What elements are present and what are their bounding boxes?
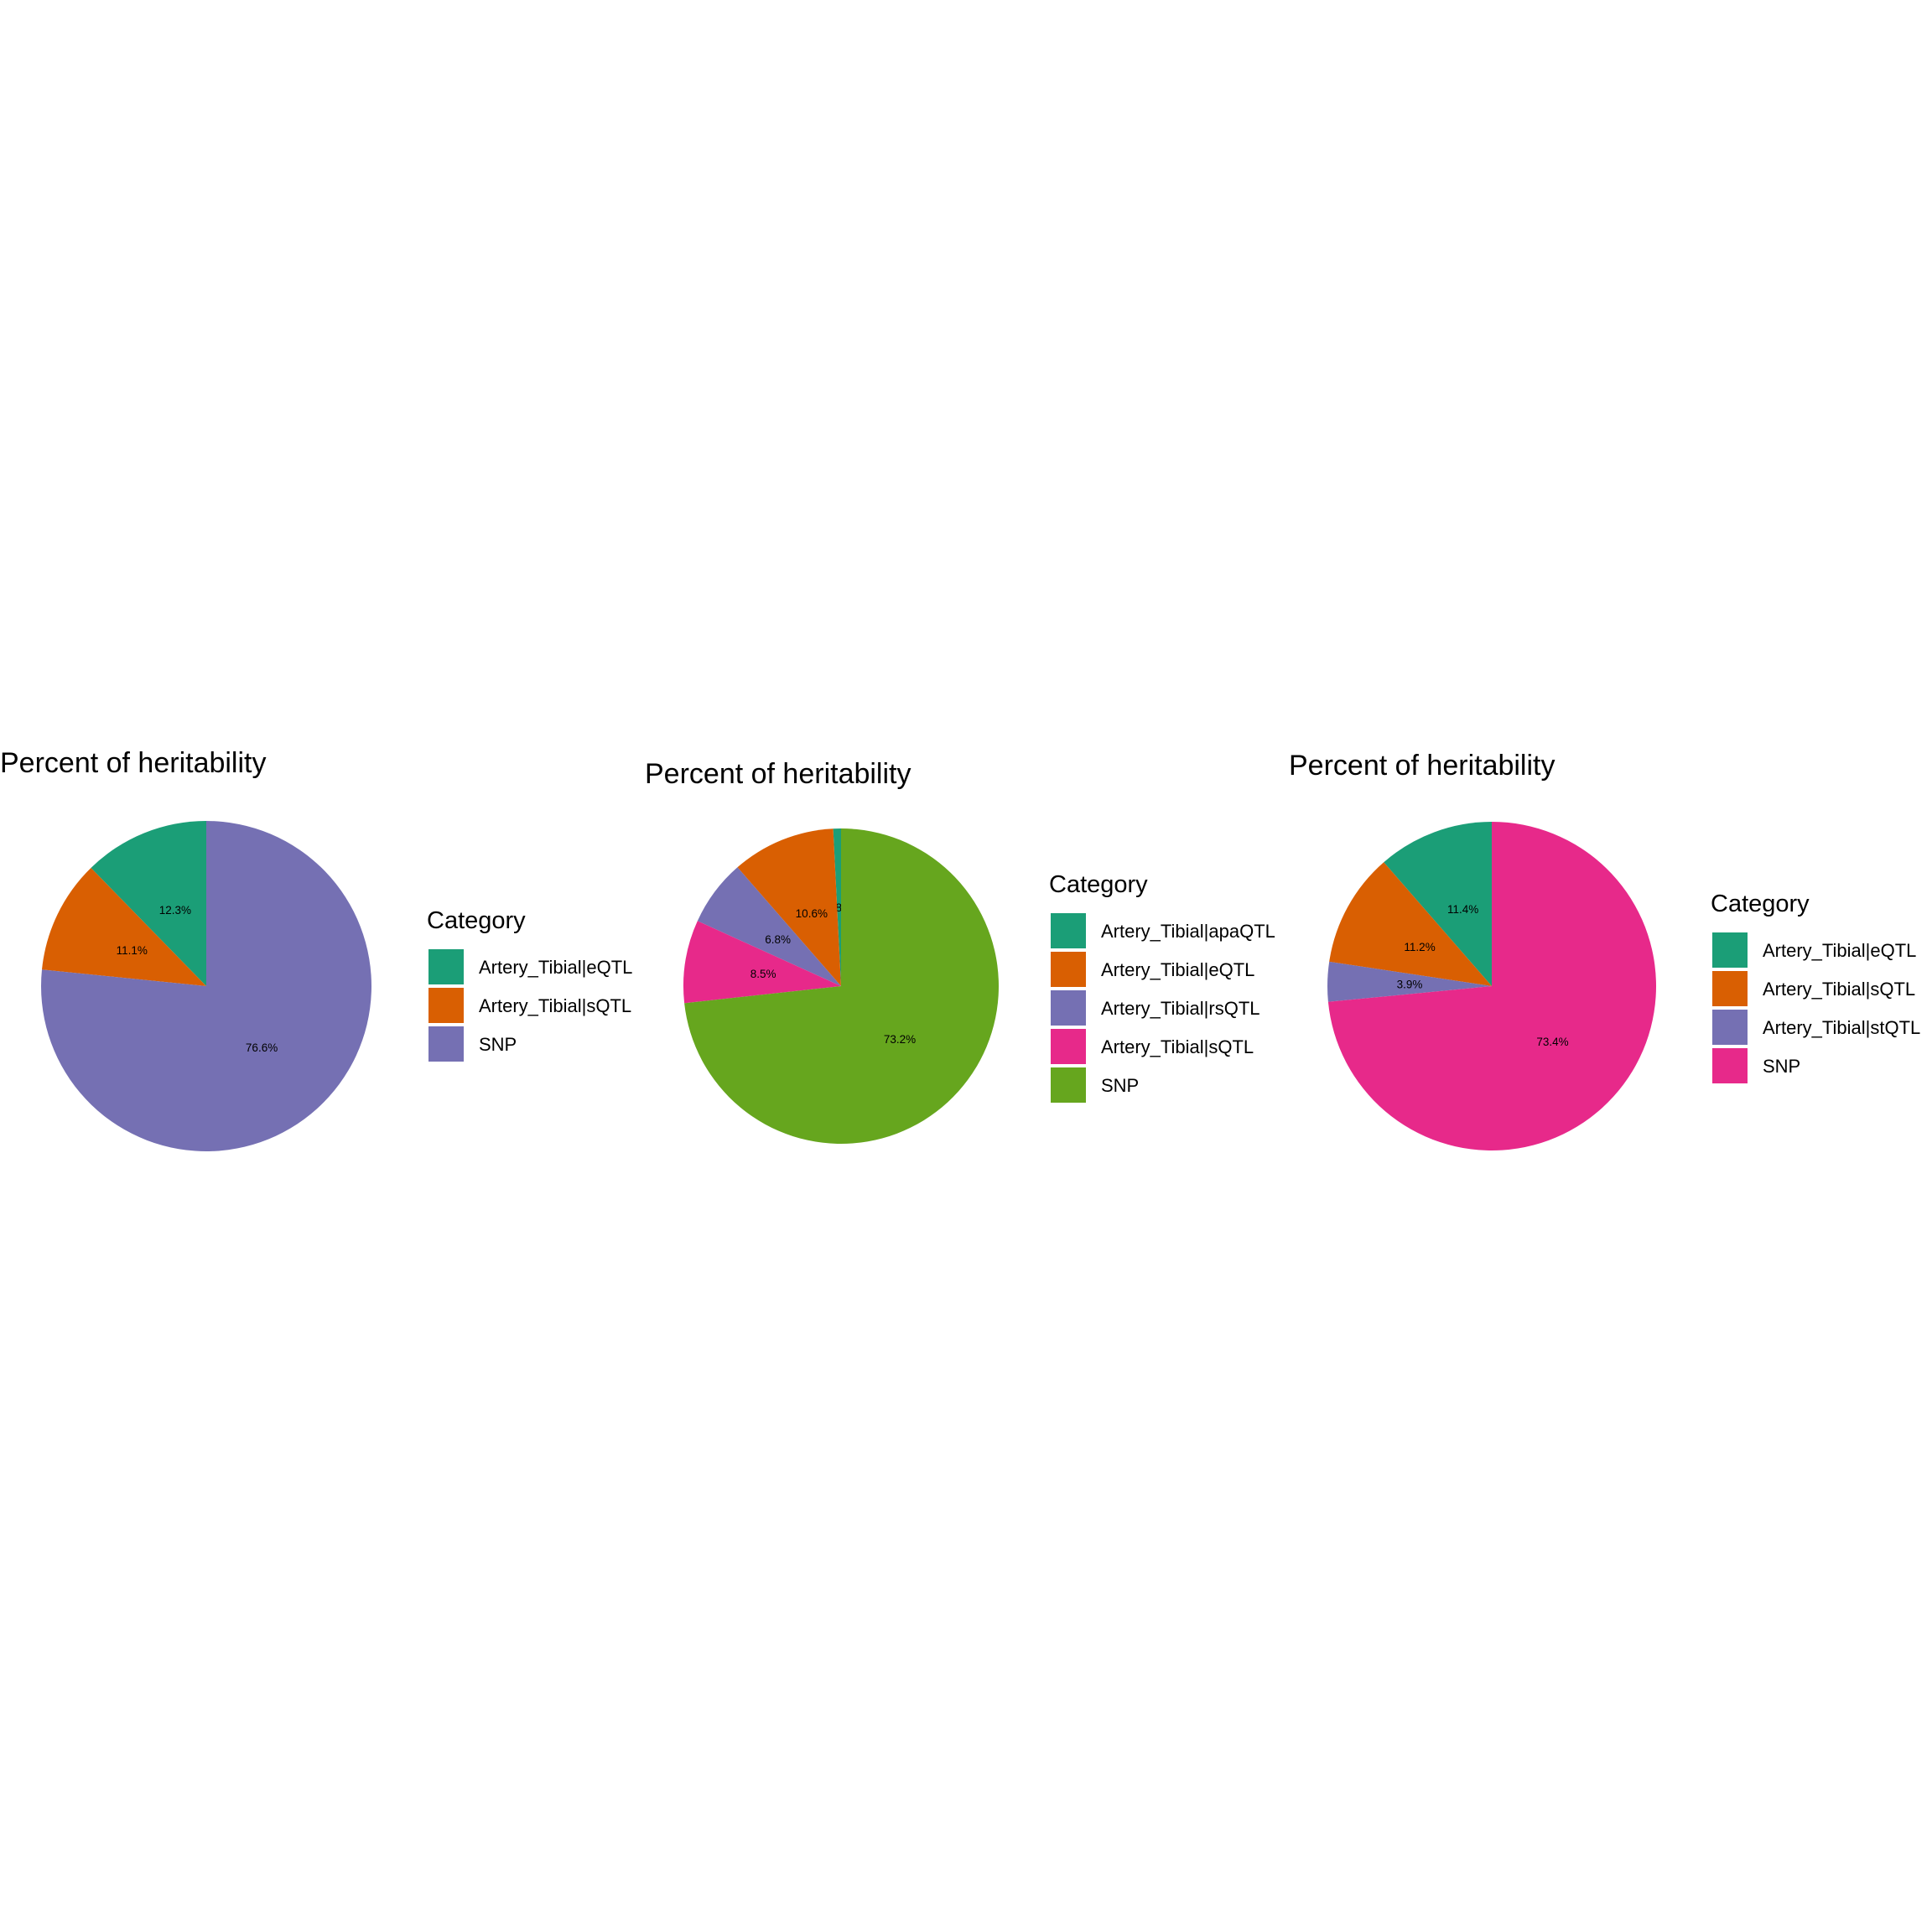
legend-key-swatch xyxy=(1051,990,1086,1026)
legend: Category Artery_Tibial|eQTL Artery_Tibial|… xyxy=(427,907,632,1062)
slice-value-label: 11.2% xyxy=(1404,941,1435,953)
legend-item-label: Artery_Tibial|apaQTL xyxy=(1101,921,1275,942)
pie-slice-snp xyxy=(684,828,999,1145)
legend-item-label: SNP xyxy=(1763,1056,1800,1077)
slice-value-label: 3.9% xyxy=(1397,978,1423,990)
slice-value-label: 73.2% xyxy=(884,1033,916,1046)
pie-slice-artery-tibial-apaqtl xyxy=(833,828,841,986)
pie-chart-panel-2: Percent of heritability0.8%10.6%6.8%8.5%… xyxy=(645,758,1275,1145)
legend-key-swatch xyxy=(1712,971,1748,1006)
legend-key-swatch xyxy=(1051,913,1086,948)
legend-item-label: Artery_Tibial|sQTL xyxy=(1101,1036,1254,1057)
legend-key-swatch xyxy=(1712,1048,1748,1083)
slice-value-label: 12.3% xyxy=(159,904,191,917)
legend: Category Artery_Tibial|apaQTL Artery_Tibia… xyxy=(1049,871,1275,1103)
slice-value-label: 73.4% xyxy=(1536,1036,1568,1048)
pie-slice-artery-tibial-rsqtl xyxy=(697,867,841,986)
legend-item-label: Artery_Tibial|rsQTL xyxy=(1101,998,1260,1019)
slice-value-label: 11.4% xyxy=(1447,903,1478,916)
legend-item-label: Artery_Tibial|sQTL xyxy=(1763,979,1915,1000)
legend-key-swatch xyxy=(1712,932,1748,968)
legend-title: Category xyxy=(1049,871,1148,898)
slice-value-label: 10.6% xyxy=(796,907,828,920)
legend-key-swatch xyxy=(1051,1029,1086,1064)
legend-item-label: Artery_Tibial|eQTL xyxy=(1763,940,1916,961)
legend-key-swatch xyxy=(428,1026,464,1062)
legend-title: Category xyxy=(1711,891,1810,917)
pie-slice-snp xyxy=(41,821,372,1151)
pie-slice-artery-tibial-eqtl xyxy=(91,821,206,986)
chart-title: Percent of heritability xyxy=(1289,750,1555,782)
legend: Category Artery_Tibial|eQTL Artery_Tibial|… xyxy=(1711,891,1920,1083)
legend-key-swatch xyxy=(1712,1010,1748,1045)
chart-title: Percent of heritability xyxy=(645,758,911,790)
pie-slice-snp xyxy=(1327,822,1656,1151)
pie-slice-artery-tibial-stqtl xyxy=(1327,961,1492,1002)
pie-slice-artery-tibial-eqtl xyxy=(1384,822,1492,986)
legend-item-label: SNP xyxy=(1101,1075,1139,1096)
legend-key-swatch xyxy=(1051,1067,1086,1103)
legend-item-label: Artery_Tibial|eQTL xyxy=(479,957,632,978)
legend-item-label: Artery_Tibial|stQTL xyxy=(1763,1017,1920,1038)
legend-key-swatch xyxy=(428,949,464,984)
pie-slice-artery-tibial-eqtl xyxy=(737,828,841,986)
chart-title: Percent of heritability xyxy=(0,747,267,779)
slice-value-label: 6.8% xyxy=(765,933,791,946)
legend-item-label: Artery_Tibial|eQTL xyxy=(1101,959,1254,980)
pie-slice-artery-tibial-sqtl xyxy=(1329,862,1492,986)
pie-chart-panel-1: Percent of heritability 12.3% 11.1% 76.6% Ca… xyxy=(0,747,632,1151)
pie-slice-artery-tibial-sqtl xyxy=(683,921,841,1004)
pie-chart-panel-3: Percent of heritability 11.4% 11.2% 3.9% 73.… xyxy=(1289,750,1920,1151)
legend-item-label: Artery_Tibial|sQTL xyxy=(479,995,631,1016)
legend-item-label: SNP xyxy=(479,1034,517,1055)
legend-key-swatch xyxy=(1051,952,1086,987)
slice-value-label: 76.6% xyxy=(246,1041,278,1054)
slice-value-label: 8.5% xyxy=(750,968,776,980)
legend-key-swatch xyxy=(428,988,464,1023)
slice-value-label: 11.1% xyxy=(117,944,148,957)
pie-slice-artery-tibial-sqtl xyxy=(41,867,207,986)
legend-title: Category xyxy=(427,907,526,934)
